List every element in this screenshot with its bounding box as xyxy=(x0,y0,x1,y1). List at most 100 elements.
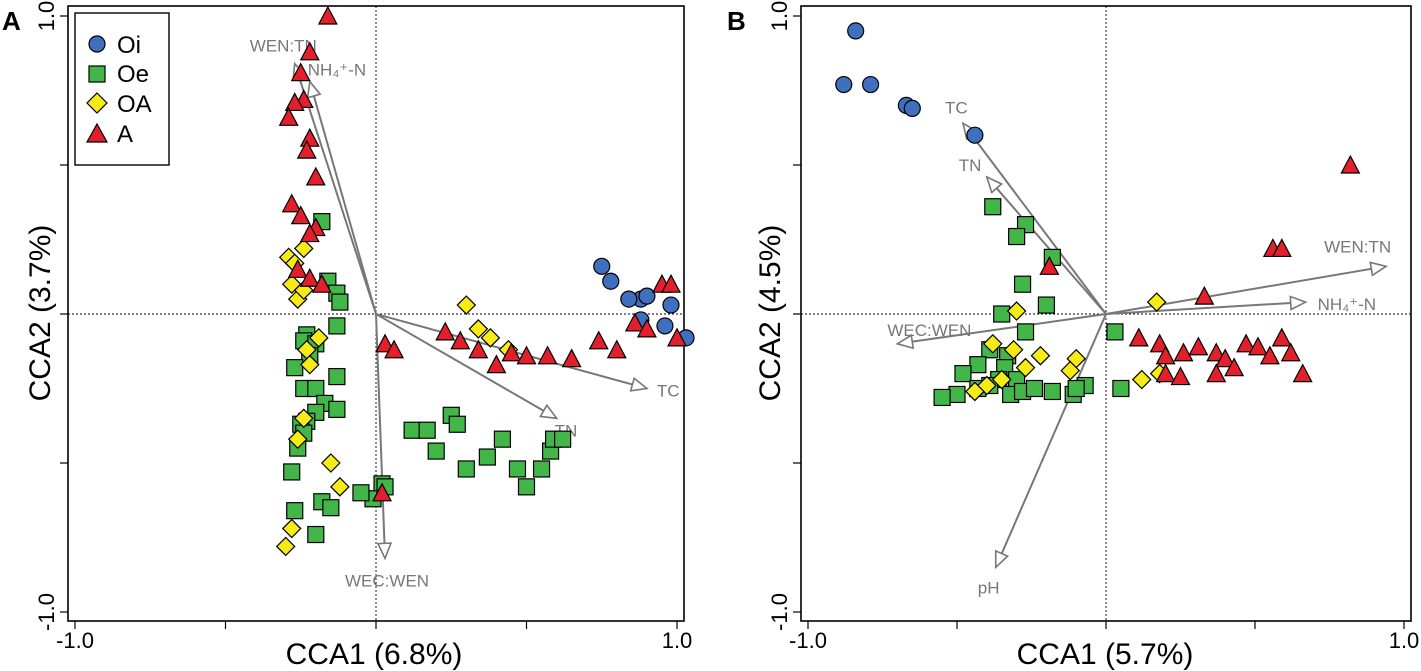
panel-b-vector-arrowhead xyxy=(895,333,915,350)
panel-a-point-oa xyxy=(468,319,489,339)
panel-b-point-a xyxy=(1340,154,1361,174)
panel-b-point-a xyxy=(1206,342,1227,362)
panel-a-point-oe xyxy=(508,460,527,478)
panel-a-point-oa xyxy=(275,536,296,557)
panel-a-point-oi xyxy=(602,272,620,290)
panel-b-vector-2: TN xyxy=(959,156,1107,315)
panel-a-point-oa xyxy=(281,518,302,539)
panel-a-point-oa xyxy=(308,327,329,348)
panel-a-point-oa xyxy=(287,429,308,450)
panel-a-point-a xyxy=(290,205,311,225)
panel-b-series-oa xyxy=(965,292,1170,402)
panel-b-point-oe xyxy=(1007,227,1026,246)
panel-a-point-a xyxy=(299,223,320,243)
panel-a-vector-label: WEC:WEN xyxy=(345,571,429,590)
panel-a-point-oe xyxy=(307,379,325,398)
panel-a-point-oe xyxy=(328,317,346,335)
panel-b-point-a xyxy=(1155,363,1176,383)
panel-b-point-a xyxy=(1236,333,1257,353)
panel-a-vector-label: NH₄⁺-N xyxy=(308,61,366,80)
panel-b-point-oa xyxy=(1003,339,1024,360)
legend-marker-oa xyxy=(86,92,108,114)
legend-item-oa: OA xyxy=(86,91,152,118)
panel-b-point-oe xyxy=(1106,323,1124,341)
panel-a-vector-line xyxy=(375,313,387,559)
legend-label-a: A xyxy=(117,121,133,148)
panel-b-series-oi xyxy=(835,22,984,144)
panel-a-point-oi xyxy=(656,317,674,335)
panel-b-y-axis-title: CCA2 (4.5%) xyxy=(754,225,787,402)
panel-b-point-a xyxy=(1039,256,1060,275)
panel-a-point-oa xyxy=(293,238,314,259)
panel-a-point-oe xyxy=(286,502,304,520)
panel-a-point-a xyxy=(501,342,522,362)
panel-b-point-oe xyxy=(984,198,1002,216)
panel-b-point-oi xyxy=(861,75,880,94)
panel-a-y-tick-label: 1.0 xyxy=(34,1,59,32)
panel-b-vector-line xyxy=(994,313,1107,568)
panel-a-point-oe xyxy=(328,400,346,418)
panel-a-series-oe xyxy=(283,213,572,544)
panel-label-b: B xyxy=(727,6,746,36)
panel-a-point-a xyxy=(284,92,305,112)
panel-a-point-oa xyxy=(299,354,320,375)
panel-a-point-oe xyxy=(554,430,572,448)
panel-b-point-a xyxy=(1271,238,1292,258)
panel-b-vector-label: TC xyxy=(945,98,968,117)
panel-a-point-oe xyxy=(532,460,551,478)
panel-b-vector-arrowhead xyxy=(1289,295,1308,311)
legend-item-oi: Oi xyxy=(88,32,141,59)
panel-b-vector-label: WEN:TN xyxy=(1324,237,1391,256)
panel-b-point-oe xyxy=(1112,379,1130,398)
panel-b-point-oe xyxy=(1025,379,1044,398)
panel-b-series-a xyxy=(1039,154,1361,386)
panel-a-point-oe xyxy=(331,293,349,311)
panel-b-point-oa xyxy=(965,381,985,402)
panel-a-point-a xyxy=(516,345,537,365)
legend-marker-a xyxy=(85,122,109,143)
panel-b-point-oi xyxy=(835,75,853,94)
panel-a-y-axis-title: CCA2 (3.7%) xyxy=(24,225,57,402)
panel-b-vector-label: WEC:WEN xyxy=(887,321,971,340)
panel-a-x-tick-label: -1.0 xyxy=(56,628,94,653)
legend-marker-oe xyxy=(88,65,106,83)
panel-label-a: A xyxy=(2,6,21,36)
panel-b-point-oe xyxy=(1037,296,1056,314)
panel-a-vector-arrowhead xyxy=(306,79,322,99)
panel-a-point-a xyxy=(311,273,332,293)
panel-a-point-oa xyxy=(480,327,501,348)
panel-a-vector-line xyxy=(308,81,377,315)
panel-a-point-a xyxy=(561,348,582,368)
panel-a-series-a xyxy=(278,5,687,502)
panel-b-point-oa xyxy=(1146,292,1167,312)
panel-b: CCA1 (5.7%) CCA2 (4.5%) -1.0 1.0 -1.0 1.0 T… xyxy=(754,1,1419,671)
panel-a-vector-label: WEN:TN xyxy=(250,37,317,56)
panel-a-point-oe xyxy=(457,460,475,478)
panel-a-point-a xyxy=(278,107,299,126)
panel-b-point-oa xyxy=(1030,345,1051,366)
panel-a-point-a xyxy=(588,330,609,350)
panel-a-vector-2: NH₄⁺-N xyxy=(306,61,377,315)
panel-b-point-oa xyxy=(1006,301,1027,321)
panel-a: CCA1 (6.8%) CCA2 (3.7%) -1.0 1.0 -1.0 1.0 W… xyxy=(24,1,695,671)
panel-a-vector-arrowhead xyxy=(539,403,559,420)
legend: Oi Oe OA A xyxy=(74,12,170,166)
panel-b-vector-line xyxy=(986,176,1107,315)
panel-b-vector-4: NH₄⁺-N xyxy=(1105,295,1376,315)
panel-a-point-a xyxy=(468,339,489,359)
legend-label-oi: Oi xyxy=(117,32,141,59)
panel-b-point-oe xyxy=(1043,382,1061,401)
panel-a-point-oe xyxy=(493,430,512,448)
panel-b-point-oa xyxy=(1131,369,1152,390)
panel-b-vector-6: pH xyxy=(978,313,1107,597)
panel-b-point-oa xyxy=(991,369,1012,390)
panel-a-point-oe xyxy=(448,415,466,433)
panel-a-point-a xyxy=(317,5,338,25)
panel-b-vector-arrowhead xyxy=(985,175,1003,194)
panel-a-point-a xyxy=(299,267,320,287)
panel-b-vector-label: TN xyxy=(959,156,982,175)
panel-b-point-oe xyxy=(933,388,951,407)
panel-b-point-oi xyxy=(847,22,865,40)
panel-a-point-a xyxy=(281,193,302,213)
panel-b-y-tick-label: 1.0 xyxy=(767,1,792,32)
